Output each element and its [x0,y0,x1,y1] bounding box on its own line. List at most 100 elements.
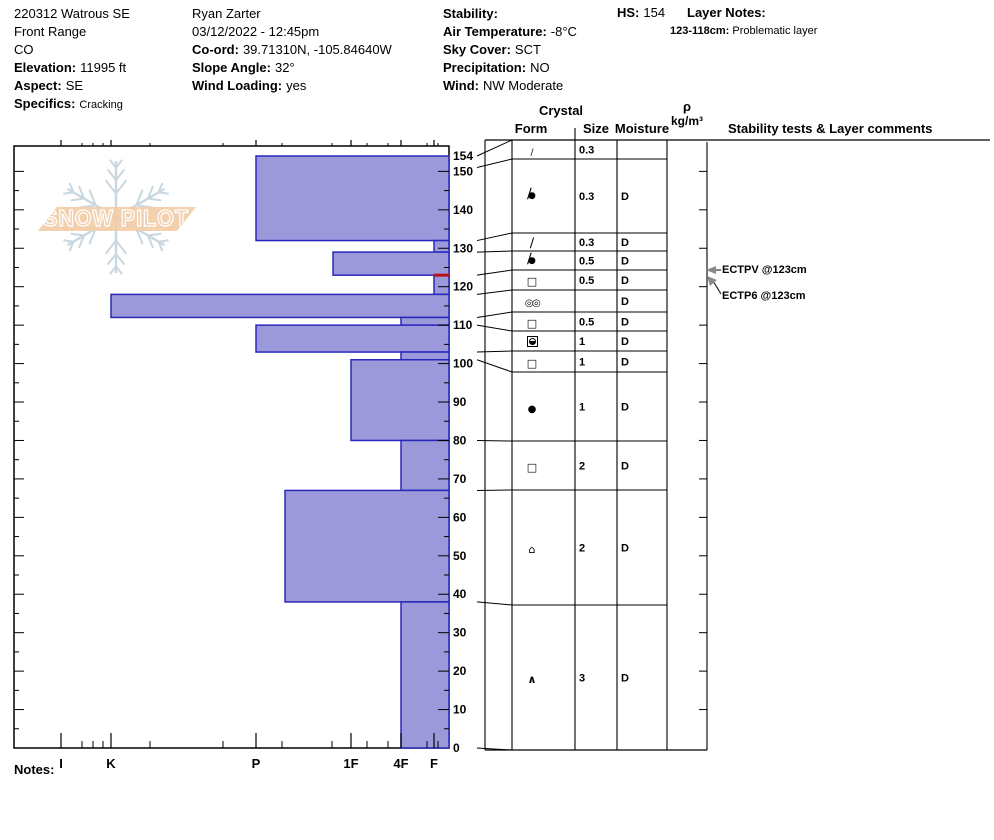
layer-connector [476,289,513,295]
snowflake-branch [68,241,75,252]
hardness-label: P [252,756,261,771]
depth-label: 10 [453,703,467,717]
grain-size: 0.5 [579,275,594,287]
layer-connector [476,232,513,242]
snowflake-branch [157,241,164,252]
moisture: D [621,543,629,555]
snowflake-branch [147,185,154,199]
snowflake-branch [147,232,162,237]
header-line: Wind Loading: yes [192,77,392,95]
hardness-label: 1F [343,756,358,771]
layer-connector [476,158,513,169]
hardness-label: K [106,756,116,771]
hardness-bar-K [110,293,450,319]
snowflake-branch [106,168,117,181]
snowflake-branch [63,239,74,243]
notes-label: Notes: [14,762,55,777]
crystal-form-facets: □ [526,356,538,370]
layer-connector [476,139,513,157]
header-line: Sky Cover: SCT [443,41,577,59]
hardness-bar-4F [400,351,450,361]
ectp6-arrow-line [712,280,722,295]
depth-label: 0 [453,741,460,755]
header-line: Air Temperature: -8°C [443,23,577,41]
header-field-label: Specifics: [14,96,76,111]
header-field-value: Cracking [79,99,123,111]
grain-size: 1 [579,336,585,348]
snowflake-branch [158,191,169,195]
header-field-label: Aspect: [14,78,62,93]
header-field-label: Air Temperature: [443,24,547,39]
grain-size: 1 [579,357,585,369]
header-field-value: 11995 ft [80,60,127,75]
header-field-value: Front Range [14,24,87,39]
header-field-label: Slope Angle: [192,60,271,75]
header-field-label: Co-ord: [192,42,239,57]
stability-test-ectpv: ECTPV @123cm [722,264,807,276]
depth-label: 50 [453,549,467,563]
header-line: Co-ord: 39.71310N, -105.84640W [192,41,392,59]
snowflake-branch [115,159,123,169]
ectpv-arrowhead [706,266,716,274]
crystal-form-facets: □ [526,460,538,474]
layer-notes-heading: Layer Notes: [687,5,766,20]
crystal-form-rimed-decomposing: ● ∕ [527,186,536,202]
header-line: Specifics: Cracking [14,95,130,114]
moisture: D [621,336,629,348]
snowflake-branch [104,179,117,195]
snowflake-branch [109,265,117,275]
table-header-form: Form [514,121,548,136]
header-field-label: Wind Loading: [192,78,283,93]
depth-label: 154 [453,149,473,163]
layer-connector [476,601,513,606]
layer-connector [476,439,513,442]
snowflake-branch [147,235,154,249]
moisture: D [621,357,629,369]
grain-size: 2 [579,543,585,555]
header-field-value: NW Moderate [482,78,564,93]
header-field-value: 220312 Watrous SE [14,6,130,21]
moisture: D [621,673,629,685]
layer-connector [476,250,513,253]
snowflake-branch [147,197,162,202]
grain-size: 0.3 [579,145,594,157]
snowflake-branch [78,185,85,199]
header-line: CO [14,41,130,59]
snowflake-branch [68,182,75,193]
header-field-label: Wind: [443,78,479,93]
snowflake-branch [70,197,85,202]
logo-text: SNOW PILOT [43,205,189,231]
header-line: Wind: NW Moderate [443,77,577,95]
hardness-bar-P [255,324,450,353]
header-field-value: 39.71310N, -105.84640W [242,42,392,57]
moisture: D [621,256,629,268]
hardness-label: I [59,756,63,771]
snowflake-branch [109,159,117,169]
header-field-value: yes [286,78,307,93]
header-field-value: Ryan Zarter [192,6,261,21]
grain-size: 0.5 [579,256,594,268]
crystal-form-depth-hoar: ∧ [527,672,537,686]
layer-note-depth: 123-118cm: [670,25,730,37]
grain-size: 1 [579,402,585,414]
layer-connector [476,311,513,318]
depth-label: 110 [453,318,473,332]
hardness-bar-4F [400,439,450,492]
header-column: Ryan Zarter 03/12/2022 - 12:45pm Co-ord: 39… [192,5,392,95]
hs-label: HS: [617,5,640,20]
crystal-form-rimed-decomposing: ● ∕ [527,250,536,267]
hardness-bar-4F [400,601,450,749]
snowflake-branch [104,239,117,255]
crystal-form-facets: □ [526,316,538,330]
ectp6-arrowhead [707,276,717,286]
hardness-bar-1F+ [332,251,450,276]
depth-label: 80 [453,433,467,447]
depth-label: 40 [453,587,467,601]
crystal-form-mixed-facets-rounds [514,333,550,349]
header-line: Front Range [14,23,130,41]
crystal-form-stellar-fragment: ∕ [530,147,534,158]
header-line: Ryan Zarter [192,5,392,23]
header-field-label: Sky Cover: [443,42,511,57]
snowflake-branch [158,239,169,243]
